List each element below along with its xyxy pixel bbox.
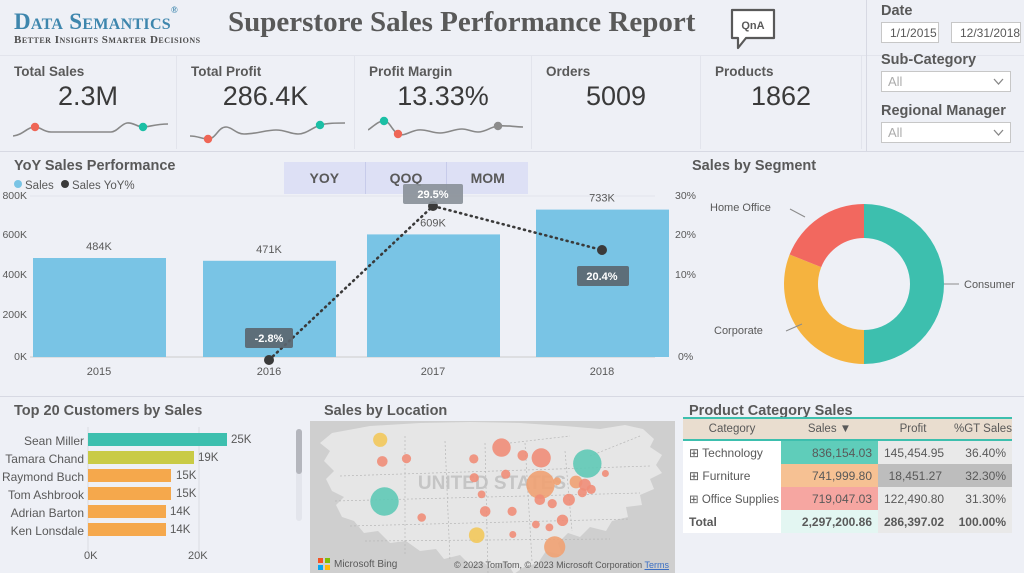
- svg-text:600K: 600K: [2, 229, 27, 241]
- svg-text:2015: 2015: [87, 366, 111, 378]
- svg-text:471K: 471K: [256, 244, 282, 256]
- svg-text:800K: 800K: [2, 190, 27, 202]
- svg-text:QnA: QnA: [741, 20, 764, 32]
- svg-text:733K: 733K: [589, 193, 615, 205]
- svg-text:2016: 2016: [257, 366, 281, 378]
- svg-text:484K: 484K: [86, 241, 112, 253]
- svg-text:609K: 609K: [420, 217, 446, 229]
- svg-text:0K: 0K: [14, 351, 27, 363]
- svg-text:2017: 2017: [421, 366, 445, 378]
- svg-text:29.5%: 29.5%: [417, 189, 448, 201]
- svg-text:2018: 2018: [590, 366, 614, 378]
- svg-text:20.4%: 20.4%: [586, 271, 617, 283]
- svg-text:-2.8%: -2.8%: [255, 333, 284, 345]
- svg-text:200K: 200K: [2, 309, 27, 321]
- svg-text:400K: 400K: [2, 269, 27, 281]
